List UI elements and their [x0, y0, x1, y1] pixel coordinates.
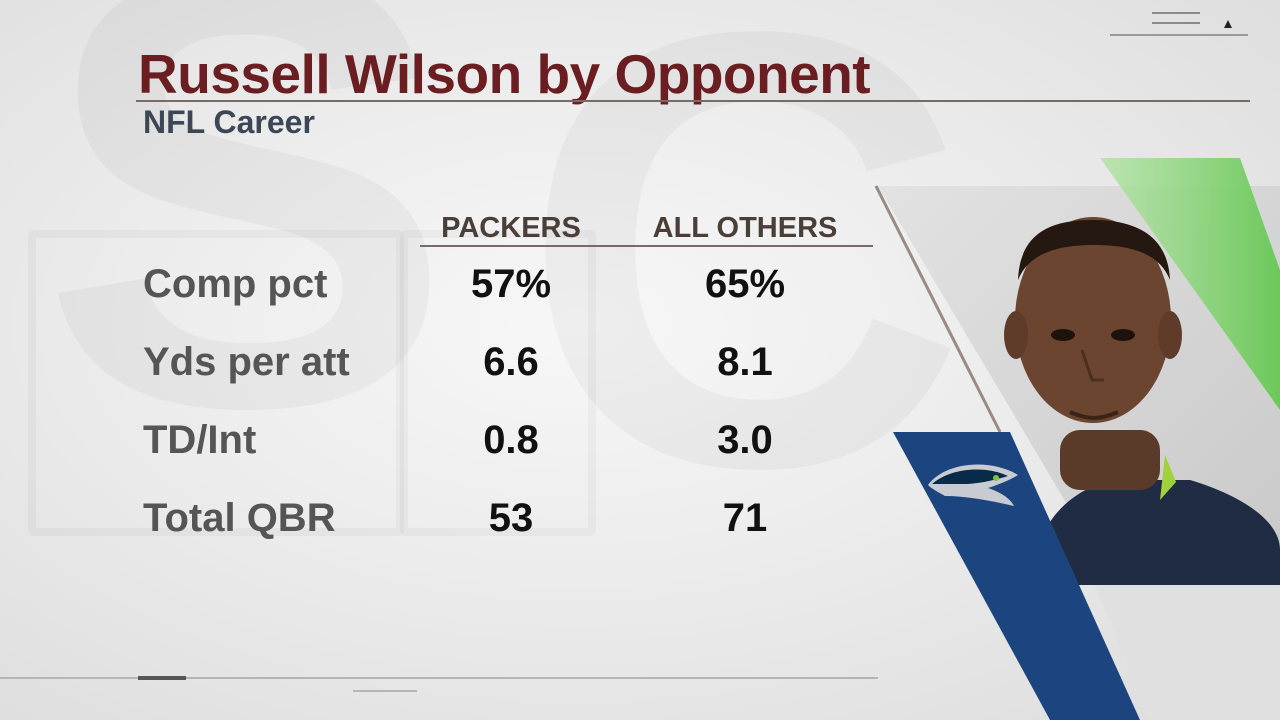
all-others-value: 71 [722, 496, 768, 540]
packers-value: 57% [470, 262, 552, 306]
player-headshot [1004, 217, 1280, 585]
bottom-divider-short [353, 690, 417, 692]
seahawks-logo-icon [928, 464, 1018, 506]
row-label: TD/Int [143, 418, 257, 462]
packers-value: 53 [488, 496, 534, 540]
title-divider [136, 100, 1250, 102]
bottom-accent [138, 676, 186, 680]
bottom-divider [0, 677, 878, 679]
player-graphic [874, 158, 1280, 720]
page-title: Russell Wilson by Opponent [138, 43, 871, 105]
all-others-value: 65% [704, 262, 786, 306]
all-others-value: 3.0 [717, 418, 773, 462]
row-label: Yds per att [143, 340, 350, 384]
row-label: Total QBR [143, 496, 336, 540]
row-label: Comp pct [143, 262, 328, 306]
column-header-divider [420, 245, 873, 247]
packers-value: 6.6 [483, 340, 539, 384]
top-decoration [1110, 12, 1248, 36]
column-header-packers: PACKERS [441, 212, 581, 244]
page-subtitle: NFL Career [143, 104, 315, 140]
all-others-value: 8.1 [717, 340, 773, 384]
column-header-all-others: ALL OTHERS [652, 212, 838, 244]
packers-value: 0.8 [483, 418, 539, 462]
